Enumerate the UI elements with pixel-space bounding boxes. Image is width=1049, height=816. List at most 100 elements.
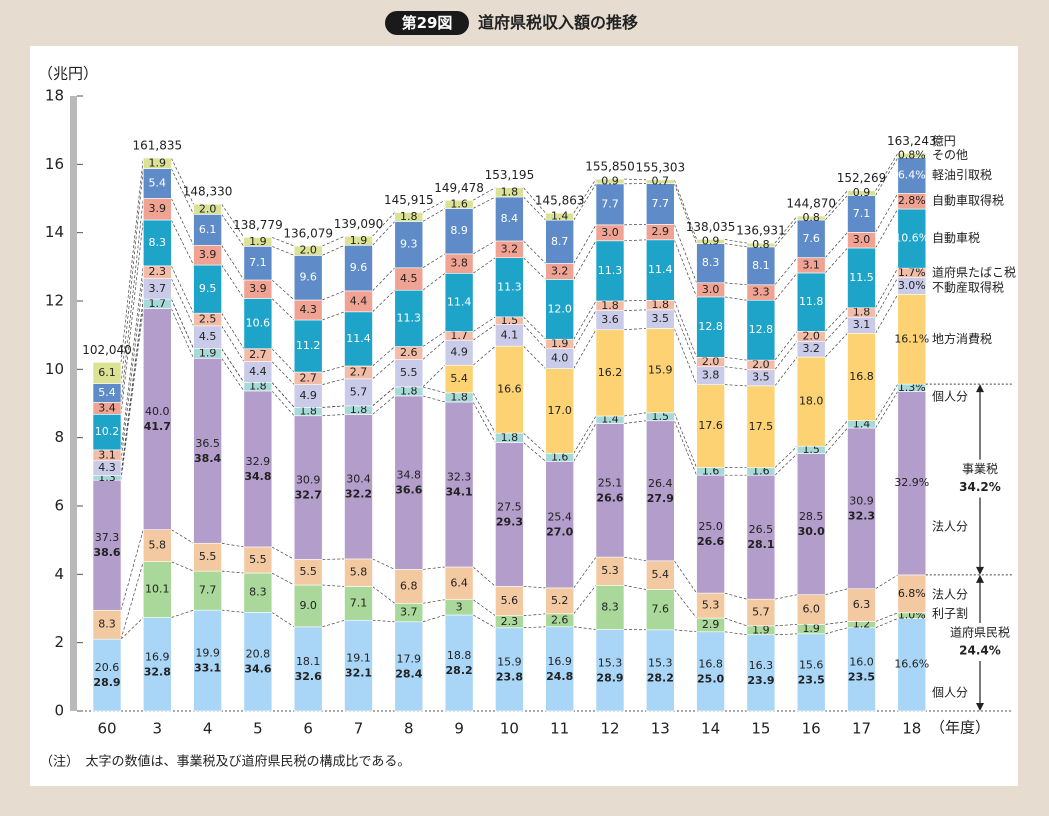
- connector: [774, 624, 798, 627]
- segment-label: 3.9: [199, 248, 217, 261]
- segment-label: 3.0: [853, 233, 871, 246]
- segment-label: 10.6%: [894, 232, 929, 245]
- segment-label: 12.8: [749, 323, 774, 336]
- segment-label: 11.2: [296, 339, 321, 352]
- segment-label: 0.8: [752, 238, 770, 251]
- segment-label: 1.9: [350, 234, 368, 247]
- x-tick-label: 6: [303, 720, 313, 738]
- connector: [170, 278, 194, 326]
- composition-label: 32.2: [345, 488, 372, 501]
- segment-label: 1.8: [450, 390, 468, 403]
- connector: [422, 395, 446, 403]
- connector: [573, 224, 597, 264]
- composition-label: 23.9: [747, 674, 774, 687]
- connector: [623, 328, 647, 331]
- connector: [824, 307, 848, 332]
- connector: [824, 195, 848, 221]
- segment-label: 1.8: [652, 298, 670, 311]
- segment-label: 17.9: [397, 652, 422, 665]
- connector: [774, 594, 798, 600]
- connector: [422, 208, 446, 222]
- connector: [673, 300, 697, 358]
- y-tick-label: 2: [54, 633, 64, 651]
- segment-label: 6.4%: [898, 169, 926, 182]
- connector: [221, 204, 245, 238]
- connector: [170, 219, 194, 266]
- connector: [774, 633, 798, 636]
- connector: [724, 282, 747, 286]
- bar-segment: [847, 588, 876, 622]
- segment-label: 8.7: [551, 235, 569, 248]
- connector: [171, 529, 194, 544]
- legend-label: 法人分: [932, 587, 968, 601]
- connector: [724, 592, 747, 600]
- connector: [271, 298, 295, 321]
- segment-label: 1.9: [802, 622, 820, 635]
- segment-label: 3.5: [652, 312, 670, 325]
- connector: [472, 599, 496, 617]
- bar-segment: [595, 423, 625, 558]
- connector: [322, 235, 345, 247]
- composition-label: 32.8: [144, 665, 171, 678]
- composition-label: 25.0: [697, 672, 724, 685]
- segment-label: 3.0: [601, 226, 619, 239]
- bar-segment: [796, 453, 826, 595]
- segment-label: 3.8: [702, 369, 720, 382]
- connector: [120, 219, 144, 415]
- bar-segment: [897, 618, 927, 712]
- connector: [472, 324, 496, 341]
- connector: [824, 190, 848, 217]
- segment-label: 19.9: [195, 647, 220, 660]
- bracket-label-bg: [948, 459, 1012, 498]
- segment-label: 7.6: [802, 232, 820, 245]
- connector: [774, 341, 798, 370]
- segment-label: 3.1: [98, 448, 116, 461]
- total-label: 145,915: [384, 193, 434, 207]
- segment-label: 8.4: [501, 212, 519, 225]
- segment-label: 7.6: [652, 603, 670, 616]
- bar-segment: [444, 199, 474, 209]
- connector: [623, 178, 647, 181]
- y-axis: [70, 96, 77, 711]
- bar-segment: [645, 420, 675, 562]
- connector: [774, 272, 798, 301]
- segment-label: 1.8: [350, 403, 368, 416]
- segment-label: 7.7: [652, 197, 670, 210]
- bar-segment: [545, 626, 575, 712]
- segment-label: 4.5: [400, 272, 418, 285]
- connector: [221, 570, 244, 574]
- segment-label: 0.9: [601, 174, 619, 187]
- bar-segment: [897, 157, 927, 194]
- segment-label: 34.8: [397, 469, 422, 482]
- bar-segment: [243, 546, 273, 574]
- composition-label: 28.9: [93, 676, 120, 689]
- segment-label: 3.1: [853, 318, 871, 331]
- segment-label: 5.7: [752, 606, 770, 619]
- connector: [523, 316, 546, 340]
- connector: [221, 245, 245, 281]
- bar-segment: [243, 298, 273, 350]
- connector: [372, 212, 396, 237]
- connector: [824, 316, 848, 342]
- segment-label: 17.0: [547, 404, 572, 417]
- segment-label: 5.7: [350, 385, 368, 398]
- segment-label: 9.6: [299, 271, 317, 284]
- bar-segment: [545, 219, 575, 264]
- segment-label: 5.4: [98, 386, 116, 399]
- connector: [523, 626, 546, 629]
- connector: [422, 364, 446, 388]
- connector: [824, 427, 848, 454]
- bar-segment: [897, 152, 927, 159]
- segment-label: 36.5: [195, 437, 220, 450]
- x-tick-label: 16: [802, 720, 821, 738]
- segment-label: 5.2: [551, 594, 569, 607]
- connector: [774, 453, 798, 476]
- bar-segment: [495, 627, 524, 712]
- segment-label: 20.8: [246, 648, 271, 661]
- segment-label: 3.6: [601, 313, 619, 326]
- connector: [523, 257, 546, 280]
- y-tick-label: 16: [45, 155, 64, 173]
- connector: [221, 264, 245, 299]
- bar-segment: [746, 474, 776, 600]
